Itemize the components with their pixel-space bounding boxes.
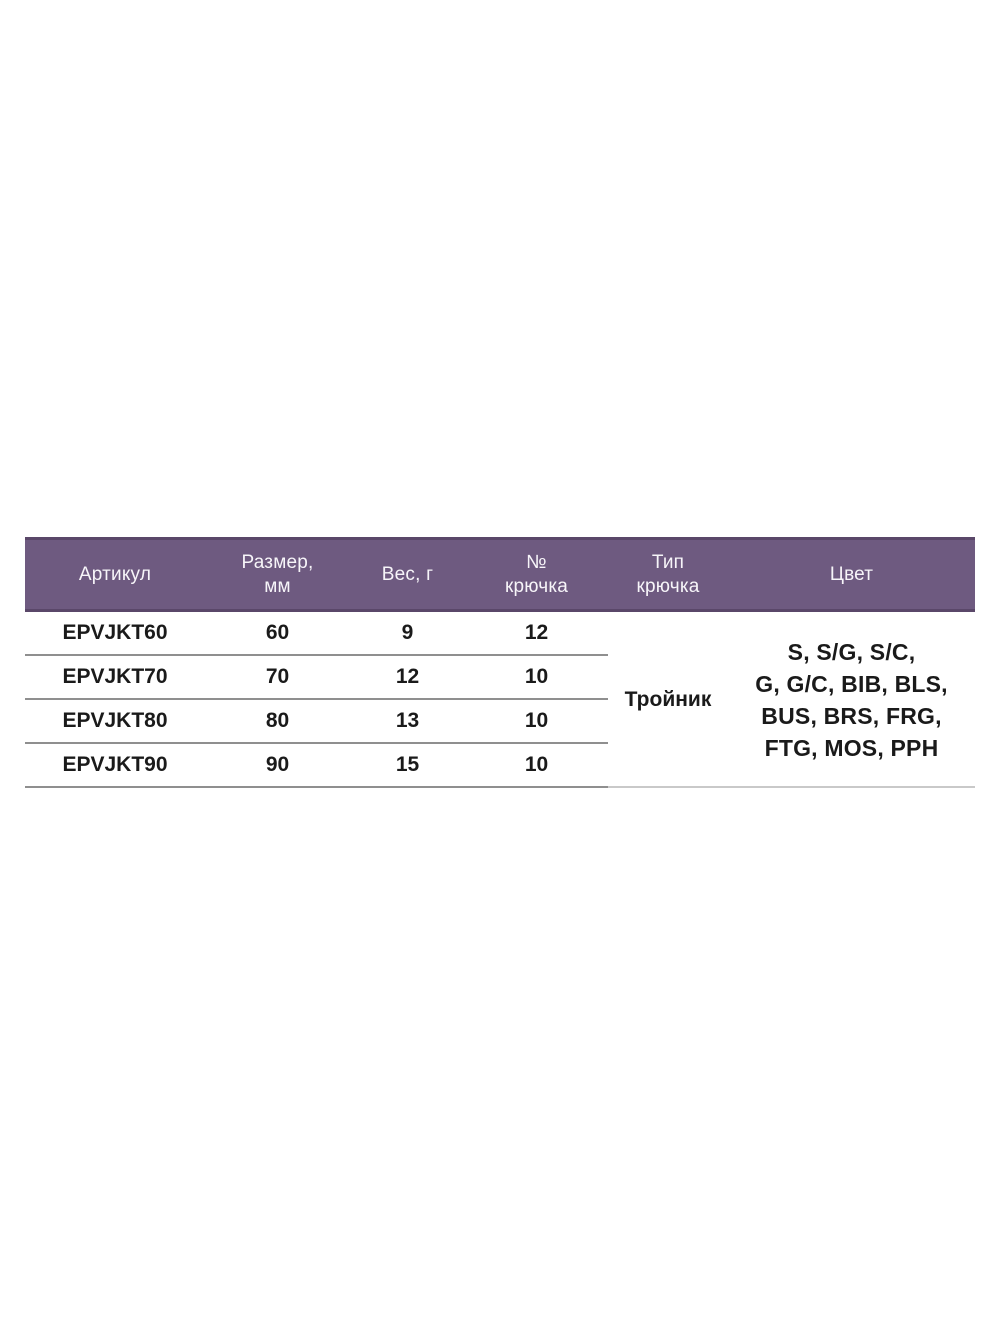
cell-colors-merged: S, S/G, S/C, G, G/C, BIB, BLS, BUS, BRS,… [755, 639, 948, 761]
cell-hook-type-merged: Тройник [624, 688, 712, 711]
header-article: Артикул [78, 563, 152, 585]
table-body: EPVJKT60 60 9 12 Тройник S, S/G, S/C, G,… [25, 612, 975, 788]
table-header-row: Артикул Размер, мм Вес, г № крючка Тип к… [25, 537, 975, 612]
cell-hook-number: 10 [465, 700, 608, 744]
cell-hook-number: 10 [465, 656, 608, 700]
cell-size: 70 [205, 656, 350, 700]
header-weight-g: Вес, г [381, 563, 434, 585]
cell-article: EPVJKT80 [25, 700, 205, 744]
cell-hook-number: 10 [465, 744, 608, 788]
cell-size: 90 [205, 744, 350, 788]
product-spec-table: Артикул Размер, мм Вес, г № крючка Тип к… [25, 537, 975, 788]
header-size-mm: Размер, мм [241, 551, 314, 597]
cell-weight: 12 [350, 656, 465, 700]
table-bottom-border [608, 786, 975, 788]
cell-article: EPVJKT60 [25, 612, 205, 656]
header-color: Цвет [829, 563, 874, 585]
header-hook-number: № крючка [504, 551, 569, 597]
cell-hook-number: 12 [465, 612, 608, 656]
cell-weight: 13 [350, 700, 465, 744]
cell-size: 80 [205, 700, 350, 744]
header-hook-type: Тип крючка [636, 551, 700, 597]
cell-size: 60 [205, 612, 350, 656]
cell-article: EPVJKT90 [25, 744, 205, 788]
cell-weight: 15 [350, 744, 465, 788]
cell-weight: 9 [350, 612, 465, 656]
cell-article: EPVJKT70 [25, 656, 205, 700]
